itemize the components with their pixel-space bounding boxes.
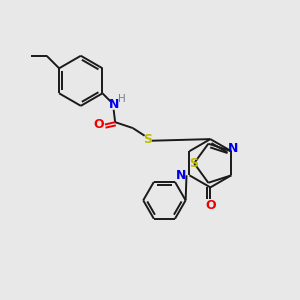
Text: O: O [205,199,216,212]
Text: N: N [228,142,238,155]
Text: N: N [176,169,187,182]
Text: S: S [190,157,199,170]
Text: N: N [109,98,119,111]
Text: O: O [94,118,104,131]
Text: S: S [144,133,153,146]
Text: H: H [118,94,126,104]
